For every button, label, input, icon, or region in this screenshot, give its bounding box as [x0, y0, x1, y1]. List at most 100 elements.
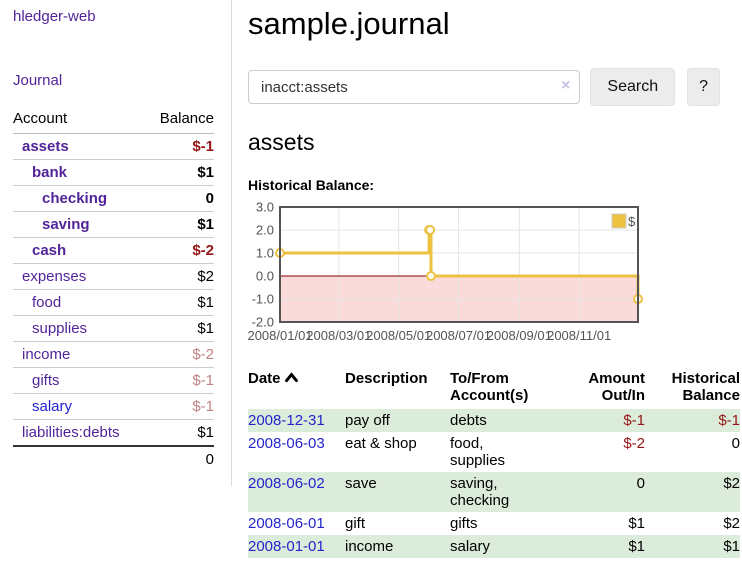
- accounts-total-row: 0: [13, 446, 214, 472]
- account-balance: $1: [146, 420, 214, 447]
- transaction-amount: $-1: [550, 409, 645, 432]
- nav-journal-link[interactable]: Journal: [13, 72, 214, 89]
- account-link[interactable]: liabilities:debts: [13, 424, 120, 441]
- transaction-date-link[interactable]: 2008-06-03: [248, 435, 325, 452]
- transaction-date-cell: 2008-06-03: [248, 432, 345, 472]
- account-balance: $1: [146, 160, 214, 186]
- account-heading: assets: [248, 129, 720, 156]
- y-axis-tick-label: -1.0: [252, 292, 274, 307]
- account-name-cell: liabilities:debts: [13, 420, 146, 447]
- transaction-description: save: [345, 472, 450, 512]
- transaction-balance: 0: [645, 432, 740, 472]
- account-balance: $1: [146, 316, 214, 342]
- main-content: sample.journal × Search ? assets Histori…: [232, 0, 726, 558]
- account-name-cell: checking: [13, 186, 146, 212]
- account-link[interactable]: salary: [13, 398, 72, 415]
- account-link[interactable]: bank: [13, 164, 67, 181]
- accounts-total-value: 0: [146, 446, 214, 472]
- x-axis-tick-label: 2008/01/01: [247, 328, 312, 343]
- account-link[interactable]: expenses: [13, 268, 86, 285]
- sidebar: hledger-web Journal Account Balance asse…: [0, 0, 232, 486]
- transaction-balance: $2: [645, 472, 740, 512]
- account-balance: $-1: [146, 368, 214, 394]
- account-link[interactable]: food: [13, 294, 61, 311]
- transaction-amount: $1: [550, 535, 645, 558]
- legend-swatch: [612, 214, 626, 228]
- clear-search-icon[interactable]: ×: [561, 77, 570, 95]
- transaction-accounts: saving, checking: [450, 472, 550, 512]
- transaction-accounts: gifts: [450, 512, 550, 535]
- account-name-cell: saving: [13, 212, 146, 238]
- account-name-cell: salary: [13, 394, 146, 420]
- y-axis-tick-label: 1.0: [256, 246, 274, 261]
- account-link[interactable]: supplies: [13, 320, 87, 337]
- account-name-cell: food: [13, 290, 146, 316]
- column-header-date[interactable]: Date: [248, 368, 345, 409]
- account-name-cell: bank: [13, 160, 146, 186]
- account-link[interactable]: saving: [13, 216, 90, 233]
- transaction-amount: 0: [550, 472, 645, 512]
- transaction-description: income: [345, 535, 450, 558]
- account-row: expenses $2: [13, 264, 214, 290]
- search-input[interactable]: [248, 70, 580, 104]
- account-link[interactable]: income: [13, 346, 70, 363]
- account-row: salary $-1: [13, 394, 214, 420]
- account-link[interactable]: assets: [13, 138, 69, 155]
- column-header-historical-balance: Historical Balance: [645, 368, 740, 409]
- transaction-amount: $1: [550, 512, 645, 535]
- hledger-web-page: hledger-web Journal Account Balance asse…: [0, 0, 742, 558]
- search-button[interactable]: Search: [590, 68, 675, 106]
- transaction-accounts: food, supplies: [450, 432, 550, 472]
- balance-chart: 3.02.01.00.0-1.0-2.02008/01/012008/03/01…: [248, 205, 720, 347]
- transaction-date-link[interactable]: 2008-12-31: [248, 412, 325, 429]
- account-link[interactable]: checking: [13, 190, 107, 207]
- transaction-date-cell: 2008-01-01: [248, 535, 345, 558]
- transaction-row: 2008-01-01incomesalary$1$1: [248, 535, 740, 558]
- data-point-marker: [427, 272, 435, 280]
- account-link[interactable]: gifts: [13, 372, 60, 389]
- x-axis-tick-label: 2008/03/01: [306, 328, 371, 343]
- search-bar: × Search ?: [248, 68, 720, 106]
- account-row: gifts $-1: [13, 368, 214, 394]
- account-balance: $-1: [146, 134, 214, 160]
- account-balance: $1: [146, 212, 214, 238]
- account-name-cell: cash: [13, 238, 146, 264]
- search-box: ×: [248, 70, 580, 104]
- account-row: liabilities:debts $1: [13, 420, 214, 447]
- account-row: saving $1: [13, 212, 214, 238]
- column-header-amount-out-in: Amount Out/In: [550, 368, 645, 409]
- accounts-header-balance: Balance: [146, 107, 214, 134]
- transaction-date-cell: 2008-06-01: [248, 512, 345, 535]
- account-row: supplies $1: [13, 316, 214, 342]
- help-button[interactable]: ?: [687, 68, 720, 106]
- accounts-table: Account Balance assets $-1 bank $1 checking 0…: [13, 107, 214, 472]
- accounts-header-row: Account Balance: [13, 107, 214, 134]
- transaction-balance: $2: [645, 512, 740, 535]
- transaction-date-link[interactable]: 2008-06-02: [248, 475, 325, 492]
- transaction-date-cell: 2008-12-31: [248, 409, 345, 432]
- transaction-date-link[interactable]: 2008-01-01: [248, 538, 325, 555]
- transaction-date-cell: 2008-06-02: [248, 472, 345, 512]
- account-row: cash $-2: [13, 238, 214, 264]
- transaction-description: gift: [345, 512, 450, 535]
- account-balance: $-2: [146, 238, 214, 264]
- account-name-cell: income: [13, 342, 146, 368]
- app-title-link[interactable]: hledger-web: [13, 8, 214, 25]
- y-axis-tick-label: 3.0: [256, 200, 274, 215]
- account-name-cell: expenses: [13, 264, 146, 290]
- account-balance: $2: [146, 264, 214, 290]
- account-row: income$-2: [13, 342, 214, 368]
- account-name-cell: supplies: [13, 316, 146, 342]
- account-balance: $-1: [146, 394, 214, 420]
- sort-ascending-icon: [285, 372, 298, 383]
- account-link[interactable]: cash: [13, 242, 66, 259]
- transaction-balance: $1: [645, 535, 740, 558]
- account-name-cell: gifts: [13, 368, 146, 394]
- chart-title: Historical Balance:: [248, 177, 720, 193]
- account-balance: $1: [146, 290, 214, 316]
- transaction-balance: $-1: [645, 409, 740, 432]
- account-row: food $1: [13, 290, 214, 316]
- transaction-date-link[interactable]: 2008-06-01: [248, 515, 325, 532]
- column-header-description: Description: [345, 368, 450, 409]
- page-title: sample.journal: [248, 6, 720, 42]
